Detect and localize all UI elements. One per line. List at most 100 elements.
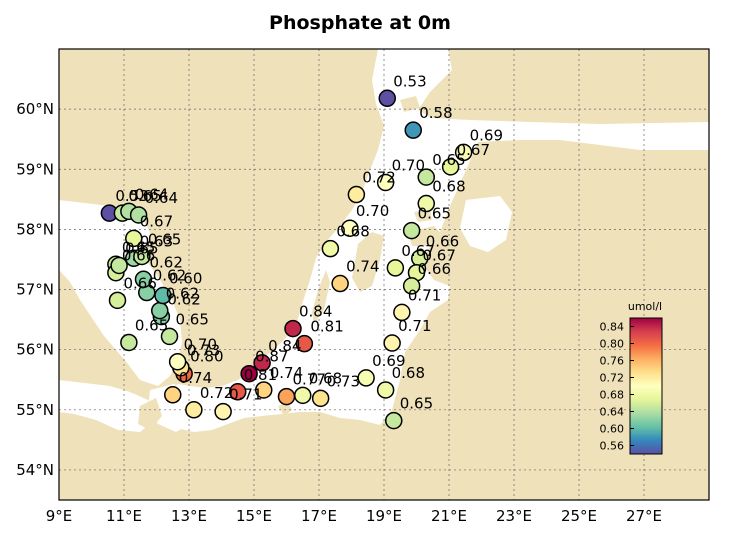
x-tick-label: 27°E	[626, 507, 662, 525]
x-tick-label: 17°E	[301, 507, 337, 525]
colorbar-tick-label: 0.80	[600, 338, 625, 351]
colorbar-tick-label: 0.76	[600, 355, 625, 368]
station-value-label: 0.74	[346, 258, 379, 276]
x-tick-label: 15°E	[236, 507, 272, 525]
station-marker	[214, 402, 232, 421]
colorbar-ticks: 0.84 0.80 0.76 0.72 0.68 0.64 0.60 0.56	[600, 321, 634, 453]
station-marker	[347, 185, 366, 204]
station-value-label: 0.68	[336, 223, 369, 241]
gulf-of-riga	[460, 196, 512, 252]
station-marker	[120, 333, 138, 352]
station-value-label: 0.62	[150, 253, 183, 271]
station-value-label: 0.71	[408, 286, 441, 304]
station-marker	[311, 389, 330, 408]
oland	[312, 270, 330, 324]
y-tick-label: 56°N	[16, 341, 54, 359]
station-marker	[341, 219, 359, 237]
station-value-label: 0.81	[310, 318, 343, 336]
station-marker	[277, 387, 296, 406]
station-value-label: 0.62	[166, 285, 199, 303]
zealand	[138, 398, 162, 430]
station-marker	[134, 270, 153, 289]
station-marker	[386, 259, 405, 277]
station-value-label: 0.67	[423, 247, 456, 265]
station-marker	[229, 383, 247, 401]
station-marker	[376, 381, 395, 399]
station-value-label: 0.84	[268, 337, 301, 355]
y-tick-label: 57°N	[16, 281, 54, 299]
station-value-label: 0.65	[122, 238, 155, 256]
station-marker	[160, 327, 179, 346]
station-value-label: 0.53	[115, 187, 148, 205]
y-axis-ticks: 54°N 55°N 56°N 57°N 58°N 59°N 60°N	[16, 100, 54, 479]
station-marker	[357, 369, 375, 387]
station-marker	[454, 143, 473, 162]
station-value-label: 0.70	[184, 336, 217, 354]
station-value-label: 0.66	[418, 260, 451, 278]
station-marker	[441, 158, 460, 176]
map-area: 0.530.580.690.670.650.700.720.680.70 0.65…	[59, 49, 709, 500]
colorbar-unit-label: umol/l	[628, 300, 662, 313]
station-value-label: 0.66	[122, 247, 155, 265]
station-marker	[385, 411, 403, 430]
x-axis-ticks: 9°E 11°E 13°E 15°E 17°E 19°E 21°E 23°E 25°E 27°E	[46, 507, 662, 525]
hiiumaa	[414, 210, 432, 222]
station-value-label: 0.68	[432, 178, 465, 196]
aland	[400, 96, 420, 112]
colorbar-gradient	[629, 317, 663, 455]
gotland	[352, 232, 384, 292]
station-labels: 0.530.580.690.670.650.700.720.680.70 0.65…	[115, 72, 503, 412]
station-marker	[383, 334, 401, 352]
x-tick-label: 19°E	[366, 507, 402, 525]
y-tick-label: 60°N	[16, 100, 54, 118]
station-value-label: 0.77	[293, 371, 326, 389]
colorbar: umol/l 0.84 0.80 0.76 0.72 0.68 0.64 0.60 0.56	[600, 300, 663, 455]
station-marker	[253, 354, 271, 372]
station-marker	[240, 364, 258, 383]
station-value-label: 0.67	[457, 141, 490, 159]
station-marker	[417, 168, 435, 186]
station-value-label: 0.65	[125, 239, 158, 257]
station-value-label: 0.74	[270, 364, 303, 382]
station-value-label: 0.87	[255, 348, 288, 366]
station-value-label: 0.69	[372, 352, 405, 370]
station-marker	[133, 247, 151, 266]
station-value-label: 0.70	[392, 156, 425, 174]
colorbar-tick-label: 0.68	[600, 389, 625, 402]
station-marker	[125, 229, 143, 248]
station-value-label: 0.65	[432, 151, 465, 169]
station-value-label: 0.68	[392, 364, 425, 382]
station-marker	[255, 381, 273, 399]
colorbar-tick-label: 0.84	[600, 321, 625, 334]
station-marker	[154, 286, 172, 305]
station-marker	[402, 221, 421, 240]
station-marker	[417, 194, 435, 213]
station-value-label: 0.62	[167, 291, 200, 309]
station-marker	[110, 256, 128, 275]
station-value-label: 0.64	[145, 189, 178, 207]
station-value-label: 0.65	[148, 230, 181, 248]
x-tick-label: 9°E	[46, 507, 73, 525]
colorbar-tick-label: 0.56	[600, 440, 625, 453]
station-value-label: 0.67	[140, 212, 173, 230]
colorbar-tick-label: 0.64	[600, 406, 625, 419]
graticule	[59, 49, 709, 500]
x-tick-label: 23°E	[496, 507, 532, 525]
station-value-label: 0.73	[187, 342, 220, 360]
danish-straits	[148, 384, 196, 432]
station-value-label: 0.53	[393, 72, 426, 90]
station-marker	[404, 121, 422, 139]
station-value-label: 0.65	[176, 310, 209, 328]
x-tick-label: 21°E	[431, 507, 467, 525]
station-value-label: 0.71	[398, 317, 431, 335]
bornholm	[278, 402, 292, 416]
station-marker	[164, 386, 182, 404]
colorbar-tick-label: 0.72	[600, 372, 625, 385]
x-tick-label: 25°E	[561, 507, 597, 525]
station-marker	[108, 291, 127, 310]
station-value-label: 0.73	[327, 372, 360, 390]
station-value-label: 0.67	[401, 242, 434, 260]
station-marker	[295, 334, 314, 353]
station-marker	[168, 352, 187, 371]
